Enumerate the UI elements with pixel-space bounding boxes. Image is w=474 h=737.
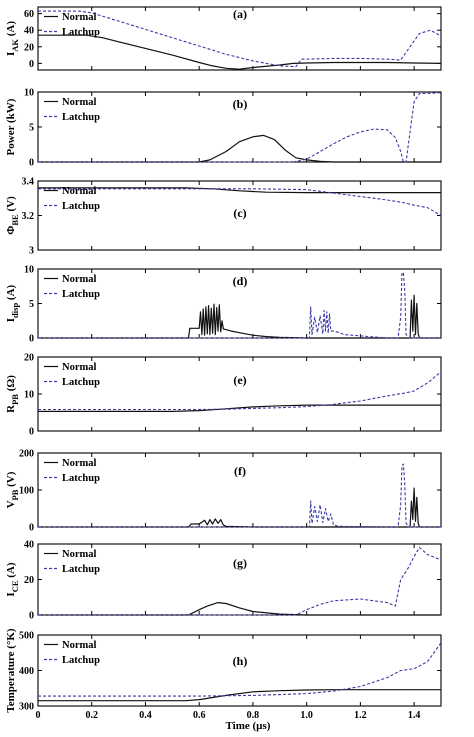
y-tick-label: 20 bbox=[24, 575, 34, 586]
series-line-normal bbox=[38, 487, 441, 528]
y-tick-label: 0 bbox=[29, 611, 34, 622]
y-tick-label: 3 bbox=[29, 246, 34, 257]
y-tick-label: 0 bbox=[29, 158, 34, 169]
series-line-latchup bbox=[38, 546, 442, 616]
y-axis-label: Temperature (°K) bbox=[5, 628, 17, 712]
legend-label: Latchup bbox=[62, 201, 100, 212]
y-tick-label: 200 bbox=[19, 449, 34, 460]
x-tick-label: 1.2 bbox=[354, 710, 367, 721]
y-tick-label: 5 bbox=[29, 123, 34, 134]
y-tick-label: 40 bbox=[24, 540, 34, 551]
y-tick-label: 0 bbox=[29, 334, 34, 345]
series-line-latchup bbox=[38, 10, 442, 68]
legend-label: Normal bbox=[62, 12, 96, 23]
series-line-latchup bbox=[38, 463, 441, 528]
series-line-latchup bbox=[38, 642, 442, 697]
panel-frame bbox=[37, 6, 442, 71]
y-tick-label: 40 bbox=[24, 26, 34, 37]
series-line-latchup bbox=[38, 271, 441, 339]
y-tick-label: 500 bbox=[19, 631, 34, 642]
panel-label: (g) bbox=[233, 556, 247, 570]
y-axis-label: Idisp (A) bbox=[5, 284, 20, 322]
panel-label: (d) bbox=[233, 274, 248, 288]
y-axis-label: RPB (Ω) bbox=[5, 375, 20, 413]
y-tick-label: 60 bbox=[24, 9, 34, 20]
series-line-latchup bbox=[38, 92, 442, 163]
panel-label: (e) bbox=[233, 373, 246, 387]
y-axis-label: Power (kW) bbox=[5, 98, 17, 155]
legend-label: Normal bbox=[62, 549, 96, 560]
panel-label: (f) bbox=[234, 464, 246, 478]
x-tick-label: 0.2 bbox=[85, 710, 98, 721]
y-axis-label: ΦBE (V) bbox=[5, 196, 20, 235]
x-tick-label: 0.4 bbox=[139, 710, 152, 721]
y-tick-label: 10 bbox=[24, 265, 34, 276]
legend-label: Latchup bbox=[62, 377, 100, 388]
legend-label: Latchup bbox=[62, 289, 100, 300]
legend-label: Latchup bbox=[62, 655, 100, 666]
panel-label: (b) bbox=[233, 97, 248, 111]
x-tick-label: 1.0 bbox=[300, 710, 313, 721]
legend-label: Latchup bbox=[62, 473, 100, 484]
x-tick-label: 0.8 bbox=[247, 710, 260, 721]
series-line-normal bbox=[38, 34, 442, 70]
series-line-normal bbox=[38, 294, 441, 339]
series-line-normal bbox=[38, 134, 441, 163]
y-tick-label: 5 bbox=[29, 299, 34, 310]
y-tick-label: 300 bbox=[19, 702, 34, 713]
y-axis-label: VPB (V) bbox=[5, 471, 20, 508]
panel-label: (h) bbox=[233, 654, 248, 668]
legend-label: Latchup bbox=[62, 112, 100, 123]
panel-label: (a) bbox=[233, 7, 247, 21]
y-tick-label: 20 bbox=[24, 42, 34, 53]
x-tick-label: 1.4 bbox=[408, 710, 421, 721]
y-axis-label: ICE (A) bbox=[5, 562, 20, 596]
y-tick-label: 0 bbox=[29, 59, 34, 70]
series-line-normal bbox=[38, 601, 441, 616]
legend-label: Normal bbox=[62, 186, 96, 197]
legend-label: Normal bbox=[62, 458, 96, 469]
legend-label: Latchup bbox=[62, 27, 100, 38]
legend-label: Latchup bbox=[62, 564, 100, 575]
legend-label: Normal bbox=[62, 274, 96, 285]
x-tick-label: 0.6 bbox=[193, 710, 206, 721]
y-tick-label: 10 bbox=[24, 390, 34, 401]
series-line-normal bbox=[38, 187, 441, 194]
y-tick-label: 20 bbox=[24, 353, 34, 364]
series-line-latchup bbox=[38, 371, 442, 411]
y-tick-label: 10 bbox=[24, 88, 34, 99]
legend-label: Normal bbox=[62, 640, 96, 651]
x-tick-label: 0 bbox=[36, 710, 41, 721]
x-axis-label: Time (µs) bbox=[226, 720, 271, 732]
y-axis-label: IAK (A) bbox=[5, 21, 20, 56]
y-tick-label: 400 bbox=[19, 666, 34, 677]
series-line-normal bbox=[38, 689, 441, 702]
panel-frame bbox=[37, 543, 442, 616]
panel-frame bbox=[37, 356, 442, 432]
y-tick-label: 100 bbox=[19, 486, 34, 497]
legend-label: Normal bbox=[62, 362, 96, 373]
y-tick-label: 3.4 bbox=[22, 177, 35, 188]
panel-label: (c) bbox=[233, 206, 246, 220]
y-tick-label: 3.2 bbox=[22, 211, 35, 222]
series-line-latchup bbox=[38, 188, 442, 216]
y-tick-label: 0 bbox=[29, 427, 34, 438]
y-tick-label: 0 bbox=[29, 523, 34, 534]
legend-label: Normal bbox=[62, 97, 96, 108]
